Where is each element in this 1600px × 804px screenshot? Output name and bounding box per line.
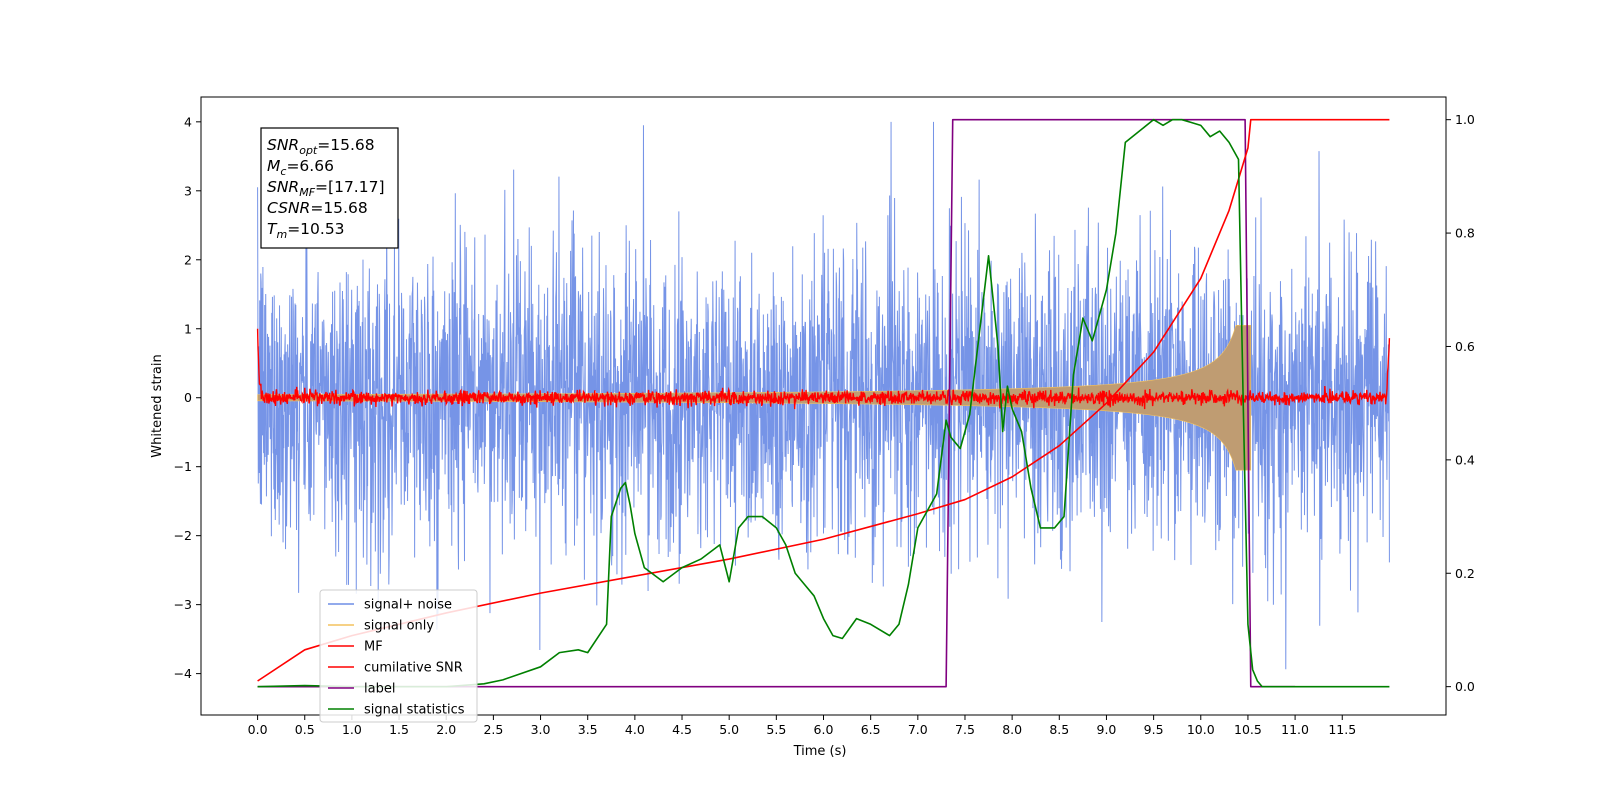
y-axis-left: 4 3 2 1 0 −1 −2 −3 −4 — [174, 114, 201, 681]
x-axis-label: Time (s) — [793, 744, 847, 759]
x-tick-label: 5.0 — [719, 722, 739, 737]
x-axis: 0.0 0.5 1.0 1.5 2.0 2.5 3.0 3.5 4.0 4.5 5.0 5.5 6.0 6… — [248, 715, 1356, 737]
annotation-line: SNRopt=15.68 — [267, 136, 375, 157]
series-layer — [256, 118, 1391, 688]
series-label — [257, 118, 1296, 688]
series-signal-noise — [257, 121, 1390, 670]
annotation-line: CSNR=15.68 — [267, 199, 368, 217]
x-tick-label: 10.5 — [1234, 722, 1262, 737]
y2-tick-label: 0.0 — [1455, 679, 1475, 694]
y-tick-label: 3 — [184, 183, 192, 198]
y-tick-label: −3 — [174, 597, 192, 612]
x-tick-label: 11.5 — [1328, 722, 1356, 737]
y2-tick-label: 0.2 — [1455, 566, 1475, 581]
x-tick-label: 6.5 — [861, 722, 881, 737]
series-mf — [256, 328, 1391, 410]
y-tick-label: −2 — [174, 528, 192, 543]
x-tick-label: 2.0 — [436, 722, 456, 737]
y2-tick-label: 1.0 — [1455, 112, 1475, 127]
y2-tick-label: 0.4 — [1455, 452, 1475, 467]
x-tick-label: 0.0 — [248, 722, 268, 737]
x-tick-label: 4.0 — [625, 722, 645, 737]
x-tick-label: 1.0 — [342, 722, 362, 737]
y2-tick-label: 0.8 — [1455, 226, 1475, 241]
y-tick-label: 4 — [184, 114, 192, 129]
x-tick-label: 3.0 — [531, 722, 551, 737]
x-tick-label: 3.5 — [578, 722, 598, 737]
x-tick-label: 8.5 — [1049, 722, 1069, 737]
x-tick-label: 4.5 — [672, 722, 692, 737]
x-tick-label: 5.5 — [766, 722, 786, 737]
x-tick-label: 1.5 — [389, 722, 409, 737]
legend-item: signal only — [364, 619, 434, 634]
legend-item: cumilative SNR — [364, 661, 463, 676]
x-tick-label: 7.5 — [955, 722, 975, 737]
annotation-line: SNRMF=[17.17] — [267, 178, 385, 199]
legend-frame — [319, 589, 478, 723]
legend-item: signal statistics — [364, 703, 465, 718]
legend: signal+ noise signal only MF cumilative SNR… — [319, 589, 478, 723]
x-tick-label: 9.0 — [1097, 722, 1117, 737]
x-tick-label: 11.0 — [1281, 722, 1309, 737]
y-tick-label: 1 — [184, 321, 192, 336]
y-axis-right: 1.0 0.8 0.6 0.4 0.2 0.0 — [1446, 112, 1475, 694]
annotation-box: SNRopt=15.68Mc=6.66SNRMF=[17.17]CSNR=15.… — [260, 127, 399, 249]
x-tick-label: 6.0 — [814, 722, 834, 737]
y2-tick-label: 0.6 — [1455, 339, 1475, 354]
y-axis-label: Whitened strain — [150, 354, 165, 457]
x-tick-label: 0.5 — [295, 722, 315, 737]
series-signal-statistics — [257, 118, 1390, 688]
x-tick-label: 9.5 — [1144, 722, 1164, 737]
x-tick-label: 10.0 — [1187, 722, 1215, 737]
legend-item: signal+ noise — [364, 598, 452, 613]
y-tick-label: −1 — [174, 459, 192, 474]
y-tick-label: −4 — [174, 666, 192, 681]
y-tick-label: 2 — [184, 252, 192, 267]
x-tick-label: 7.0 — [908, 722, 928, 737]
annotation-line: Tm=10.53 — [267, 220, 345, 241]
x-tick-label: 8.0 — [1002, 722, 1022, 737]
legend-item: MF — [364, 640, 383, 655]
legend-item: label — [364, 682, 395, 697]
x-tick-label: 2.5 — [483, 722, 503, 737]
annotation-line: Mc=6.66 — [267, 157, 334, 178]
annotation-frame — [260, 127, 399, 249]
y-tick-label: 0 — [184, 390, 192, 405]
